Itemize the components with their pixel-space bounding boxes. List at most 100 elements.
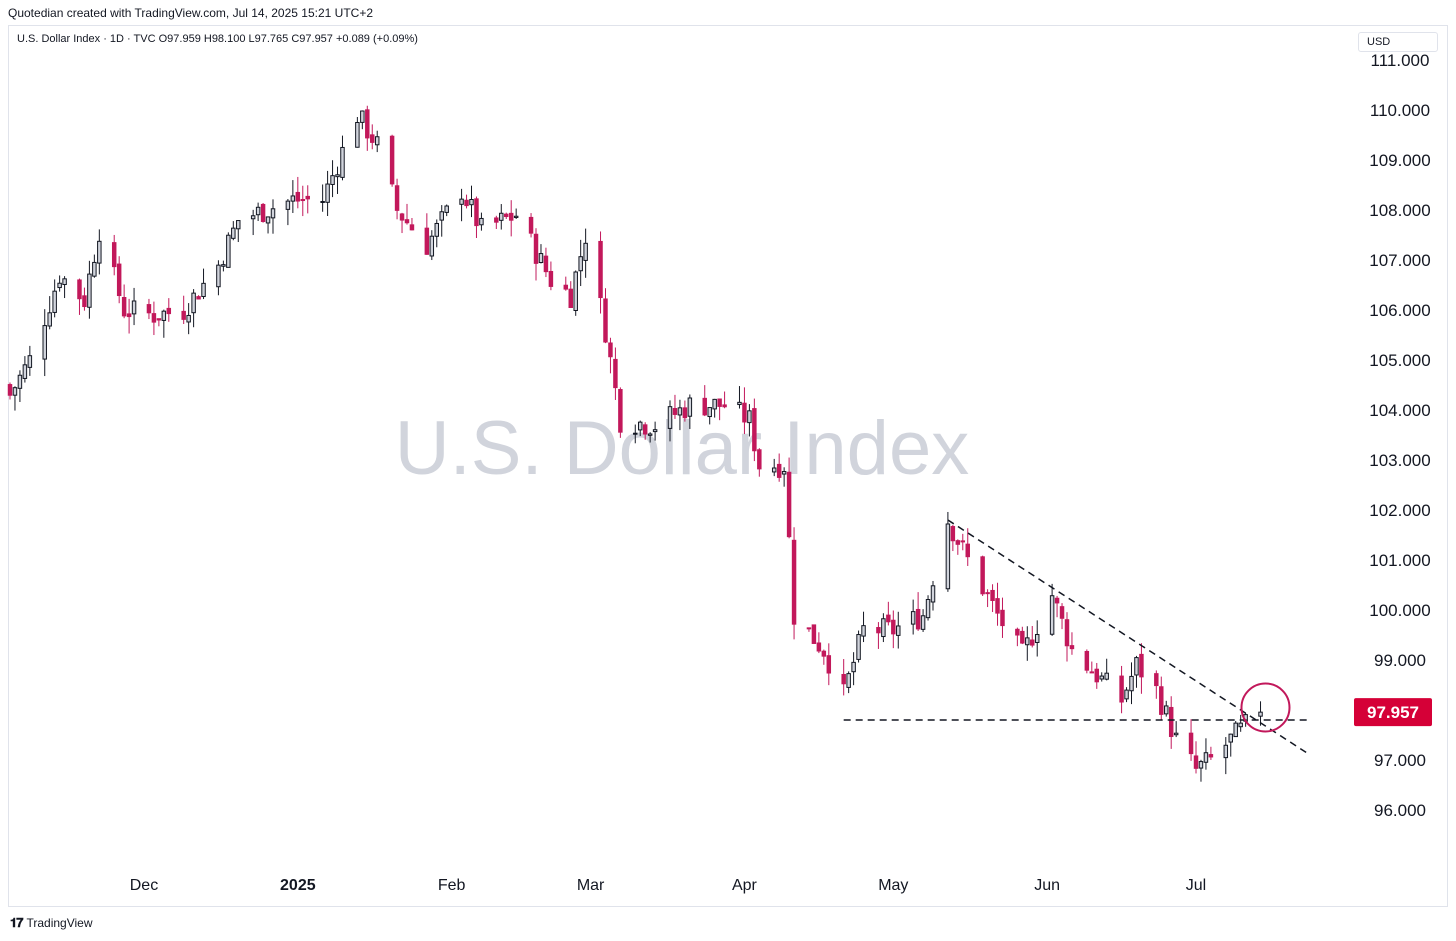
candle [1124, 687, 1129, 703]
breakout-highlight-circle[interactable] [1240, 682, 1291, 733]
candle-body [1198, 761, 1204, 769]
symbol-ohlc-legend[interactable]: U.S. Dollar Index · 1D · TVC O97.959 H98… [17, 33, 418, 45]
candlestick-series [7, 105, 1263, 782]
last-price-badge-bg [1354, 698, 1432, 727]
candle-body [1188, 732, 1194, 755]
candle [598, 231, 603, 314]
candle [464, 194, 469, 209]
candle-body [22, 364, 28, 379]
candle-body [1258, 711, 1263, 717]
candle-body [1000, 609, 1005, 627]
candle [504, 212, 509, 220]
time-axis[interactable]: Dec 2025 Feb Mar Apr May Jun Jul [130, 877, 1206, 894]
candle-body [821, 650, 827, 657]
candle [196, 295, 201, 300]
candle-body [672, 408, 678, 415]
candle-body [1104, 672, 1109, 680]
candle [394, 178, 400, 220]
candle-body [250, 215, 256, 220]
candle [146, 298, 152, 320]
candle [57, 275, 62, 292]
candle [712, 398, 717, 418]
candle-body [652, 429, 658, 433]
candle-body [330, 175, 335, 185]
candle-body [459, 198, 464, 205]
candle [965, 528, 970, 566]
candle [270, 199, 276, 234]
price-tick-label: 106.000 [1369, 301, 1430, 320]
candle-body [474, 198, 479, 227]
candle [930, 580, 936, 611]
candle-body [409, 224, 415, 231]
candle [950, 524, 956, 552]
candle [121, 284, 127, 319]
candle-body [876, 627, 881, 634]
candle [1064, 612, 1070, 662]
tradingview-footer[interactable]: 𝟏𝟕 TradingView [10, 915, 93, 931]
candle [608, 337, 613, 374]
candle-body [742, 402, 747, 423]
candle [945, 511, 951, 592]
currency-selector[interactable]: USD [1358, 32, 1438, 52]
candle [370, 124, 375, 150]
candle [151, 301, 157, 336]
candle [776, 453, 782, 482]
candle-body [1173, 732, 1179, 736]
candle [424, 213, 430, 255]
candle [126, 298, 132, 334]
candle-body [1025, 637, 1030, 646]
candle-body [469, 198, 474, 206]
candle-body [146, 304, 152, 314]
candle-body [811, 624, 817, 644]
candle [7, 382, 13, 400]
candle-body [990, 589, 995, 602]
candle [757, 448, 762, 477]
candle-body [1193, 755, 1199, 769]
candle-body [504, 213, 509, 218]
candle-body [633, 432, 638, 435]
candle-body [394, 185, 400, 211]
candle [1034, 620, 1040, 657]
candle-body [687, 397, 693, 417]
candle [1208, 746, 1214, 760]
candle [186, 303, 191, 335]
candle [300, 185, 306, 217]
candle [1089, 661, 1095, 674]
candle [1139, 643, 1144, 694]
candle [647, 432, 653, 443]
price-tick-label: 110.000 [1370, 101, 1430, 120]
candle [201, 268, 206, 300]
candle [637, 420, 643, 437]
candle [181, 295, 186, 325]
candle-body [608, 342, 613, 358]
candle [583, 228, 588, 278]
trendlines[interactable] [843, 519, 1311, 756]
candle-body [1020, 630, 1025, 644]
price-tick-label: 104.000 [1369, 401, 1430, 420]
candle-body [255, 206, 261, 216]
candle [236, 220, 241, 243]
candle-body [236, 220, 241, 230]
candle [335, 166, 340, 194]
candle [216, 260, 221, 296]
candle [563, 276, 569, 291]
candle-body [1238, 722, 1243, 728]
candle-body [1084, 650, 1090, 671]
candle [742, 387, 747, 435]
price-tick-label: 108.000 [1369, 201, 1430, 220]
candle [861, 611, 866, 643]
candle [876, 622, 881, 649]
candle-body [826, 655, 832, 674]
candle-body [930, 585, 936, 603]
candle [355, 116, 360, 148]
price-tick-label: 100.000 [1369, 601, 1430, 620]
candle-body [42, 325, 47, 360]
price-axis[interactable]: 111.000 110.000 109.000 108.000 107.000 106.0… [1369, 51, 1430, 820]
candle-body [1030, 639, 1035, 646]
candle [1129, 662, 1134, 705]
candle [77, 278, 82, 315]
candle [1049, 583, 1055, 636]
candle [682, 400, 688, 422]
last-price-value: 97.957 [1367, 703, 1419, 722]
